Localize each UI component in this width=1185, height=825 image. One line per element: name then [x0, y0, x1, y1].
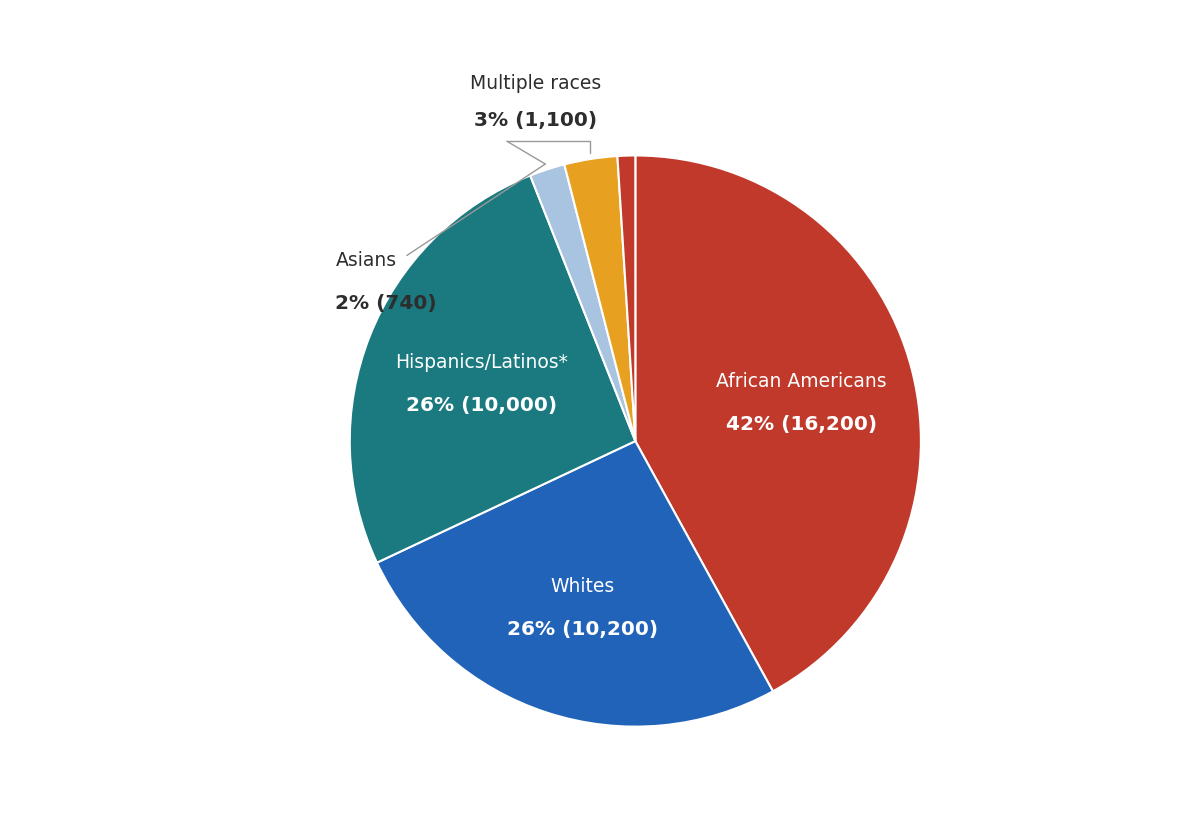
- Text: 26% (10,200): 26% (10,200): [507, 620, 658, 639]
- Wedge shape: [635, 155, 921, 691]
- Text: 42% (16,200): 42% (16,200): [725, 415, 877, 434]
- Wedge shape: [350, 176, 635, 563]
- Text: Asians: Asians: [335, 251, 397, 270]
- Text: 3% (1,100): 3% (1,100): [474, 111, 597, 130]
- Wedge shape: [530, 164, 635, 441]
- Text: African Americans: African Americans: [716, 372, 886, 391]
- Wedge shape: [377, 441, 773, 727]
- Text: Whites: Whites: [550, 578, 615, 596]
- Text: Hispanics/Latinos*: Hispanics/Latinos*: [395, 353, 568, 372]
- Wedge shape: [564, 156, 635, 441]
- Text: 2% (740): 2% (740): [335, 294, 437, 313]
- Text: 26% (10,000): 26% (10,000): [405, 396, 557, 415]
- Text: Multiple races: Multiple races: [469, 73, 601, 92]
- Wedge shape: [617, 155, 635, 441]
